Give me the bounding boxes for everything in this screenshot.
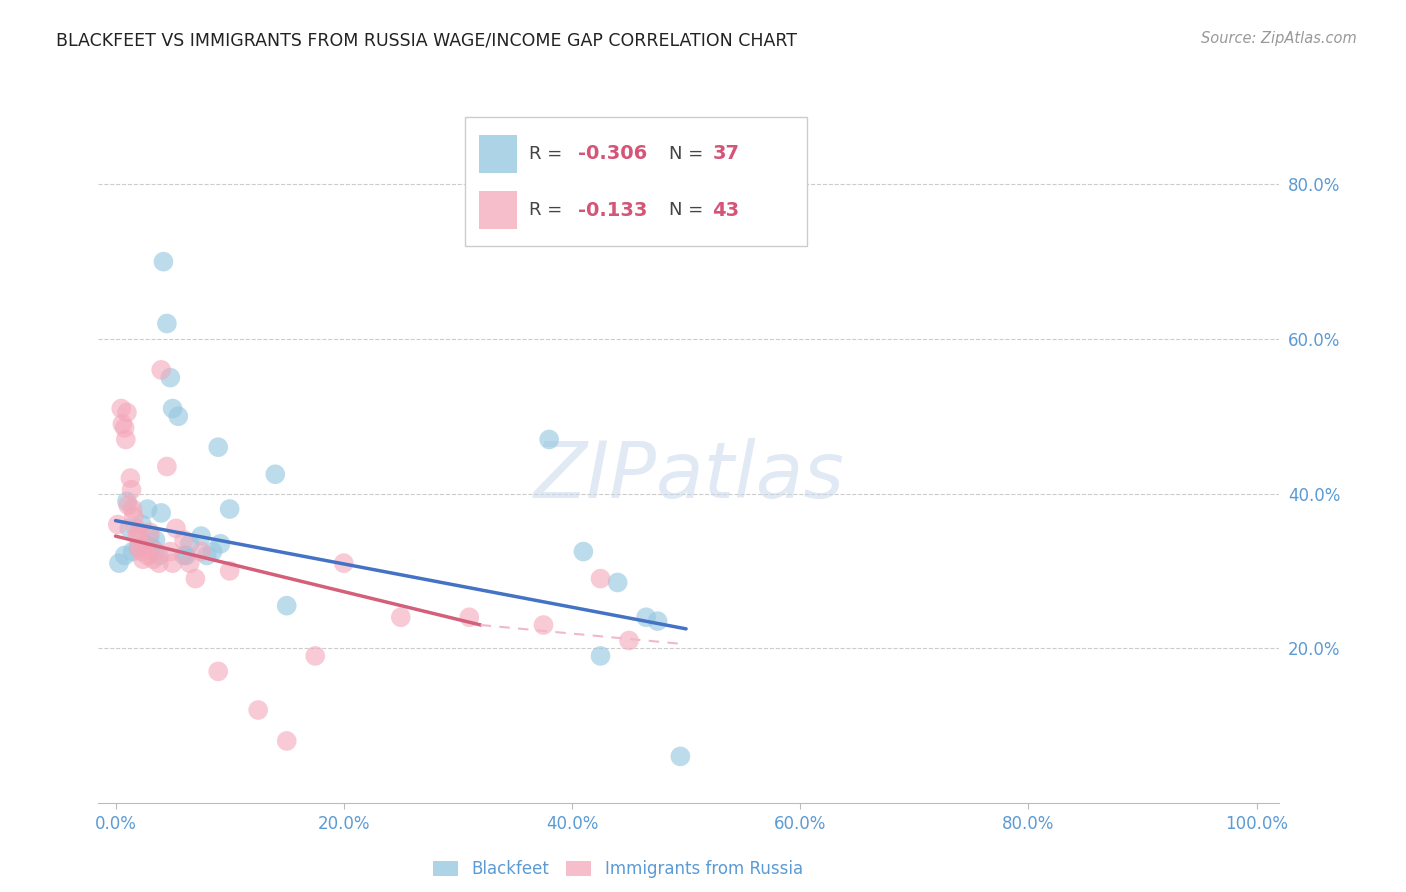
Text: BLACKFEET VS IMMIGRANTS FROM RUSSIA WAGE/INCOME GAP CORRELATION CHART: BLACKFEET VS IMMIGRANTS FROM RUSSIA WAGE… bbox=[56, 31, 797, 49]
Point bbox=[669, 749, 692, 764]
Point bbox=[148, 556, 170, 570]
Point bbox=[142, 552, 165, 566]
Point bbox=[165, 521, 187, 535]
Point bbox=[141, 541, 163, 555]
Point bbox=[167, 409, 190, 424]
Point bbox=[127, 541, 149, 555]
Point bbox=[125, 521, 148, 535]
Point bbox=[121, 502, 143, 516]
Point bbox=[132, 552, 155, 566]
Point bbox=[179, 537, 201, 551]
Point bbox=[159, 370, 181, 384]
Point bbox=[136, 502, 159, 516]
Point bbox=[184, 572, 207, 586]
Point bbox=[617, 633, 640, 648]
FancyBboxPatch shape bbox=[478, 191, 516, 228]
Point bbox=[139, 525, 162, 540]
Point bbox=[114, 421, 136, 435]
Text: -0.133: -0.133 bbox=[578, 201, 647, 219]
Point bbox=[572, 544, 595, 558]
Point bbox=[218, 502, 240, 516]
Point bbox=[110, 401, 132, 416]
Point bbox=[636, 610, 658, 624]
Point bbox=[145, 533, 167, 547]
Point bbox=[207, 440, 229, 454]
Point bbox=[128, 525, 150, 540]
Point bbox=[647, 614, 669, 628]
Point bbox=[118, 521, 141, 535]
Point bbox=[139, 529, 162, 543]
Point bbox=[218, 564, 240, 578]
FancyBboxPatch shape bbox=[464, 118, 807, 246]
Point bbox=[114, 549, 136, 563]
Point bbox=[533, 618, 555, 632]
Point bbox=[589, 648, 612, 663]
Point bbox=[304, 648, 326, 663]
Point bbox=[195, 549, 218, 563]
Point bbox=[173, 549, 195, 563]
Point bbox=[201, 544, 224, 558]
FancyBboxPatch shape bbox=[478, 135, 516, 173]
Point bbox=[150, 506, 173, 520]
Point bbox=[159, 544, 181, 558]
Point bbox=[458, 610, 481, 624]
Point bbox=[127, 529, 149, 543]
Point bbox=[122, 509, 145, 524]
Point bbox=[114, 433, 136, 447]
Point bbox=[136, 549, 159, 563]
Point bbox=[108, 556, 131, 570]
Text: ZIPatlas: ZIPatlas bbox=[533, 438, 845, 514]
Point bbox=[115, 494, 138, 508]
Point bbox=[174, 549, 197, 563]
Point bbox=[107, 517, 129, 532]
Point bbox=[162, 401, 184, 416]
Point bbox=[121, 544, 143, 558]
Point bbox=[190, 529, 212, 543]
Point bbox=[132, 537, 155, 551]
Point bbox=[152, 254, 174, 268]
Point bbox=[148, 549, 170, 563]
Point bbox=[111, 417, 134, 431]
Point bbox=[589, 572, 612, 586]
Text: 37: 37 bbox=[713, 145, 740, 163]
Point bbox=[332, 556, 354, 570]
Point bbox=[121, 483, 143, 497]
Point bbox=[127, 541, 149, 555]
Point bbox=[179, 556, 201, 570]
Point bbox=[145, 544, 167, 558]
Point bbox=[264, 467, 287, 482]
Point bbox=[209, 537, 232, 551]
Point bbox=[131, 517, 153, 532]
Point bbox=[132, 541, 155, 555]
Point bbox=[207, 665, 229, 679]
Legend: Blackfeet, Immigrants from Russia: Blackfeet, Immigrants from Russia bbox=[427, 854, 810, 885]
Point bbox=[190, 544, 212, 558]
Point bbox=[115, 405, 138, 419]
Point bbox=[150, 363, 173, 377]
Text: N =: N = bbox=[669, 201, 709, 219]
Text: Source: ZipAtlas.com: Source: ZipAtlas.com bbox=[1201, 31, 1357, 46]
Point bbox=[117, 498, 139, 512]
Point bbox=[276, 599, 298, 613]
Point bbox=[131, 544, 153, 558]
Point bbox=[173, 533, 195, 547]
Point bbox=[156, 459, 179, 474]
Text: 43: 43 bbox=[713, 201, 740, 219]
Point bbox=[606, 575, 628, 590]
Point bbox=[162, 556, 184, 570]
Text: N =: N = bbox=[669, 145, 709, 162]
Point bbox=[538, 433, 561, 447]
Point bbox=[276, 734, 298, 748]
Point bbox=[156, 317, 179, 331]
Text: -0.306: -0.306 bbox=[578, 145, 647, 163]
Text: R =: R = bbox=[530, 145, 568, 162]
Point bbox=[120, 471, 142, 485]
Point bbox=[389, 610, 412, 624]
Text: R =: R = bbox=[530, 201, 574, 219]
Point bbox=[247, 703, 270, 717]
